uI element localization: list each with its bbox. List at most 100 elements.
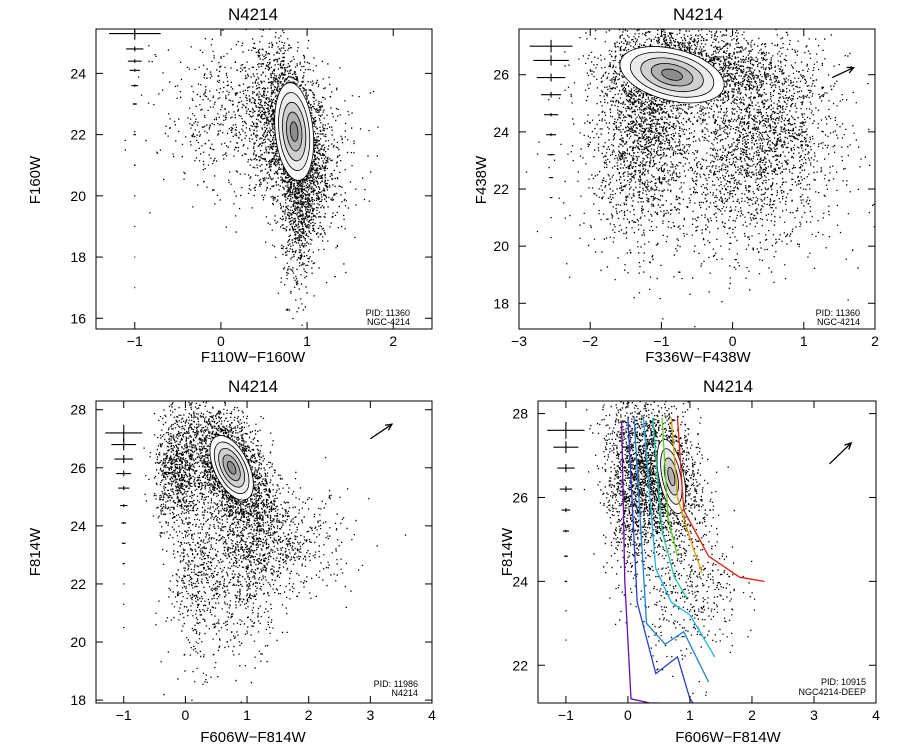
plot-frame	[537, 400, 877, 704]
x-tick-label: −3	[511, 333, 527, 349]
y-tick-label: 22	[70, 576, 86, 592]
reddening-arrow-head	[846, 66, 855, 74]
target-label: NGC-4214	[817, 317, 860, 327]
density-contour	[226, 460, 237, 475]
y-tick-label: 24	[512, 573, 528, 589]
y-tick-label: 20	[493, 238, 509, 254]
reddening-arrow	[829, 442, 852, 465]
star-points	[586, 401, 671, 625]
star-points	[525, 29, 875, 328]
x-tick-label: 1	[800, 333, 808, 349]
y-tick-label: 24	[70, 65, 86, 81]
x-tick-label: −1	[116, 707, 132, 723]
y-tick-label: 26	[493, 67, 509, 83]
star-points	[124, 29, 379, 243]
pid-label: PID: 11986	[374, 679, 418, 689]
x-tick-label: 3	[366, 707, 374, 723]
x-tick-label: 1	[686, 707, 694, 723]
isochrone-line	[676, 417, 765, 583]
y-tick-label: 18	[493, 295, 509, 311]
density-contour	[661, 68, 683, 81]
star-points	[182, 457, 407, 633]
star-points	[569, 29, 738, 294]
y-tick-label: 18	[70, 692, 86, 708]
y-tick-label: 20	[70, 634, 86, 650]
cmd-panel-f438w: N4214 F336W−F438W F438W PID: 11360 NGC-4…	[473, 5, 879, 366]
y-tick-label: 16	[70, 310, 86, 326]
y-tick-label: 28	[70, 402, 86, 418]
isochrone-line	[652, 417, 688, 599]
plot-frame	[95, 400, 433, 704]
pid-label: PID: 11360	[816, 308, 860, 318]
x-tick-label: −2	[582, 333, 598, 349]
plot-area	[547, 401, 765, 703]
isochrone-line	[661, 417, 679, 557]
reddening-arrow-head	[844, 441, 853, 450]
panel-title: N4214	[228, 5, 278, 24]
x-axis-label: F336W−F438W	[645, 349, 751, 366]
isochrone-line	[633, 417, 710, 683]
y-tick-label: 26	[512, 489, 528, 505]
y-tick-label: 26	[70, 460, 86, 476]
density-contour	[667, 466, 676, 487]
x-tick-label: 0	[729, 333, 737, 349]
y-tick-label: 24	[493, 124, 509, 140]
x-tick-label: 2	[389, 333, 397, 349]
panel-title: N4214	[703, 377, 753, 396]
density-contour	[289, 121, 299, 142]
isochrone-line	[621, 421, 659, 703]
target-label: N4214	[391, 688, 418, 698]
x-tick-label: 4	[428, 707, 436, 723]
plot-frame	[518, 28, 876, 330]
y-tick-label: 18	[70, 249, 86, 265]
x-axis-label: F606W−F814W	[200, 729, 306, 746]
y-tick-label: 22	[70, 127, 86, 143]
reddening-arrow	[832, 66, 854, 79]
x-axis-label: F110W−F160W	[201, 349, 306, 366]
star-points	[202, 455, 295, 703]
x-tick-label: −1	[127, 333, 143, 349]
x-tick-label: 0	[181, 707, 189, 723]
panel-title: N4214	[673, 5, 723, 24]
cmd-panel-f814w-deep: N4214 F606W−F814W F814W PID: 10915 NGC42…	[499, 377, 880, 746]
y-tick-label: 22	[493, 181, 509, 197]
target-label: NGC4214-DEEP	[798, 687, 866, 697]
x-tick-label: 2	[871, 333, 879, 349]
x-tick-label: 0	[624, 707, 632, 723]
y-axis-label: F160W	[27, 155, 44, 204]
x-axis-label: F606W−F814W	[675, 729, 781, 746]
x-tick-label: 4	[872, 707, 880, 723]
panel-title: N4214	[228, 377, 278, 396]
y-tick-label: 28	[512, 406, 528, 422]
plot-area	[108, 29, 379, 326]
pid-label: PID: 10915	[821, 677, 866, 687]
plot-area	[525, 29, 875, 328]
y-axis-label: F438W	[473, 155, 490, 204]
x-tick-label: 1	[243, 707, 251, 723]
reddening-arrow	[369, 423, 393, 440]
isochrone-line	[642, 417, 716, 658]
plot-frame	[95, 28, 433, 330]
y-tick-label: 22	[512, 657, 528, 673]
isochrone-line	[670, 417, 703, 574]
y-tick-label: 20	[70, 188, 86, 204]
plot-area	[105, 401, 407, 703]
x-tick-label: −1	[558, 707, 574, 723]
y-tick-label: 24	[70, 518, 86, 534]
x-tick-label: 2	[748, 707, 756, 723]
y-axis-label: F814W	[499, 527, 516, 576]
star-points	[143, 401, 213, 554]
pid-label: PID: 11360	[366, 308, 410, 318]
x-tick-label: 0	[217, 333, 225, 349]
cmd-panel-f814w-shallow: N4214 F606W−F814W F814W PID: 11986 N4214…	[27, 377, 436, 746]
x-tick-label: −1	[653, 333, 669, 349]
star-points	[661, 29, 875, 291]
y-axis-label: F814W	[27, 527, 44, 576]
target-label: NGC-4214	[367, 317, 410, 327]
x-tick-label: 2	[305, 707, 313, 723]
x-tick-label: 3	[810, 707, 818, 723]
cmd-panel-f160w: N4214 F110W−F160W F160W PID: 11360 NGC-4…	[27, 5, 433, 366]
reddening-arrow-head	[384, 423, 394, 431]
x-tick-label: 1	[303, 333, 311, 349]
